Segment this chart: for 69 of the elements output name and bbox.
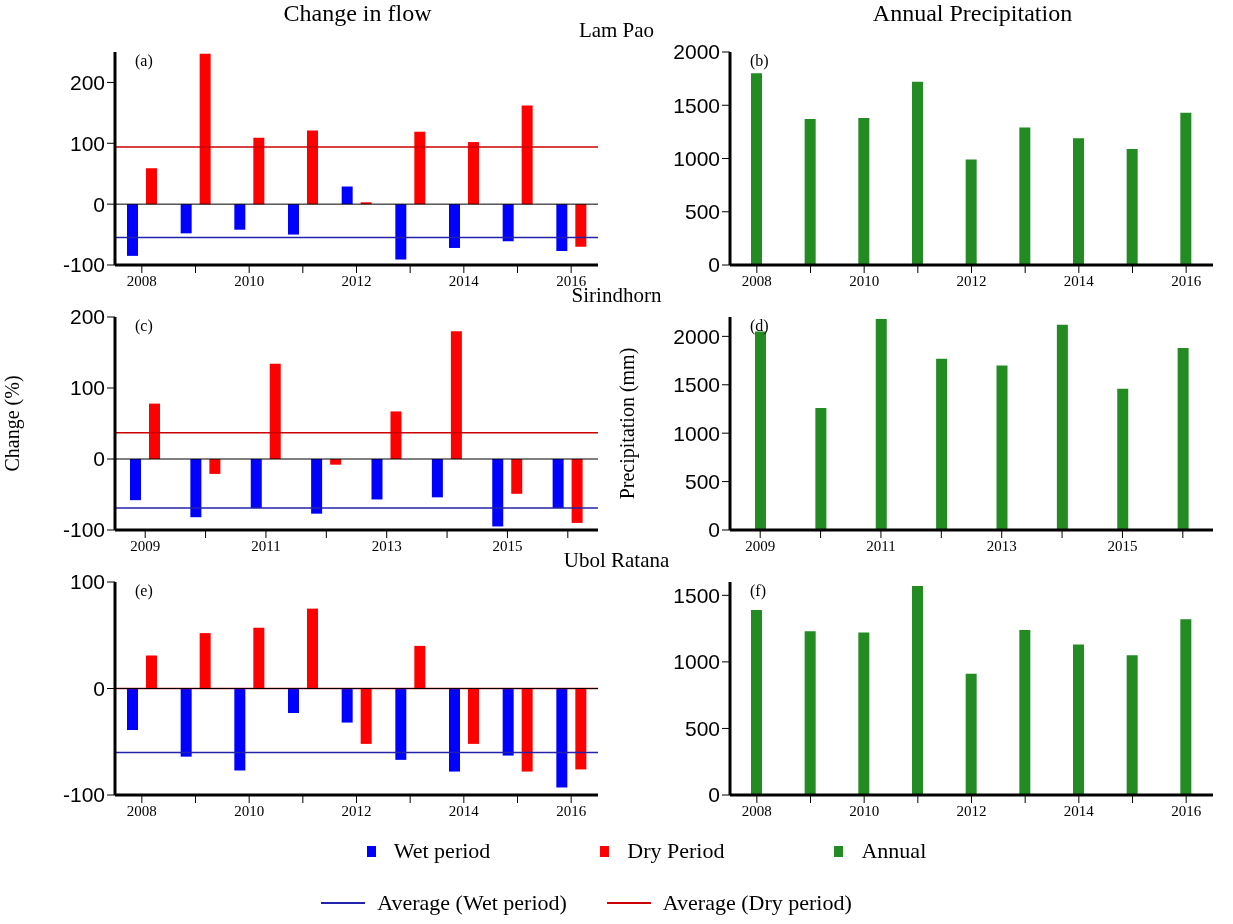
chart-subtitle: Lam Pao [578, 18, 655, 42]
annotation: (f) [750, 582, 766, 600]
x-tick-label: 2014 [448, 272, 480, 289]
y-axis-title: Change (%) [1, 375, 25, 472]
chart-title: Annual Precipitation [871, 0, 1074, 27]
y-tick-label: 2000 [673, 324, 720, 348]
y-tick-label: 100 [69, 570, 105, 594]
x-tick-label: 2008 [126, 802, 157, 819]
x-tick-label: 2014 [448, 802, 480, 819]
chart-subtitle: Ubol Ratana [563, 548, 670, 572]
y-axis-title: Precipitation (mm) [616, 347, 640, 500]
annotation: (c) [135, 317, 153, 335]
x-tick-label: 2015 [492, 537, 523, 554]
y-tick-label: 0 [708, 783, 720, 807]
x-tick-label: 2011 [251, 537, 281, 554]
y-tick-label: 0 [93, 192, 105, 216]
annotation: (e) [135, 582, 153, 600]
annotation: (d) [750, 317, 769, 335]
y-tick-label: 0 [93, 447, 105, 471]
annotation: (b) [750, 52, 769, 70]
x-tick-label: 2015 [1107, 537, 1138, 554]
chart-title: Change in flow [283, 0, 432, 26]
legend-label: Average (Dry period) [662, 890, 852, 916]
y-tick-label: 1500 [673, 583, 720, 607]
y-tick-label: 500 [684, 200, 720, 224]
x-tick-label: 2013 [986, 537, 1017, 554]
x-tick-label: 2012 [956, 272, 987, 289]
y-tick-label: 100 [69, 376, 105, 400]
y-tick-label: 200 [69, 70, 105, 94]
x-tick-label: 2012 [956, 802, 987, 819]
y-tick-label: 100 [69, 131, 105, 155]
x-tick-label: 2016 [1171, 802, 1202, 819]
y-tick-label: 0 [708, 518, 720, 542]
x-tick-label: 2016 [1171, 272, 1202, 289]
x-tick-label: 2014 [1063, 802, 1095, 819]
legend-label: Wet period [393, 838, 491, 864]
x-tick-label: 2012 [341, 802, 372, 819]
x-tick-label: 2008 [741, 802, 772, 819]
x-tick-label: 2008 [126, 272, 157, 289]
x-tick-label: 2016 [556, 802, 587, 819]
y-tick-label: 1000 [673, 421, 720, 445]
y-tick-label: 1000 [673, 650, 720, 674]
x-tick-label: 2010 [234, 802, 265, 819]
x-tick-label: 2010 [234, 272, 265, 289]
x-tick-label: 2012 [341, 272, 372, 289]
y-tick-label: 2000 [673, 40, 720, 64]
y-tick-label: 0 [708, 253, 720, 277]
x-tick-label: 2010 [849, 272, 880, 289]
legend-label: Average (Wet period) [377, 890, 567, 916]
y-tick-label: 500 [684, 470, 720, 494]
y-tick-label: 1500 [673, 373, 720, 397]
x-tick-label: 2014 [1063, 272, 1095, 289]
y-tick-label: 500 [684, 716, 720, 740]
y-tick-label: 200 [69, 305, 105, 329]
y-tick-label: -100 [62, 783, 105, 807]
x-tick-label: 2011 [866, 537, 896, 554]
annotation: (a) [135, 52, 153, 70]
x-tick-label: 2009 [745, 537, 776, 554]
y-tick-label: 1000 [673, 146, 720, 170]
x-tick-label: 2013 [371, 537, 402, 554]
legend-label: Annual [861, 838, 927, 864]
y-tick-label: -100 [62, 253, 105, 277]
legend-label: Dry Period [627, 838, 725, 864]
y-tick-label: 0 [93, 676, 105, 700]
y-tick-label: 1500 [673, 93, 720, 117]
x-tick-label: 2009 [130, 537, 161, 554]
x-tick-label: 2008 [741, 272, 772, 289]
x-tick-label: 2010 [849, 802, 880, 819]
y-tick-label: -100 [62, 518, 105, 542]
